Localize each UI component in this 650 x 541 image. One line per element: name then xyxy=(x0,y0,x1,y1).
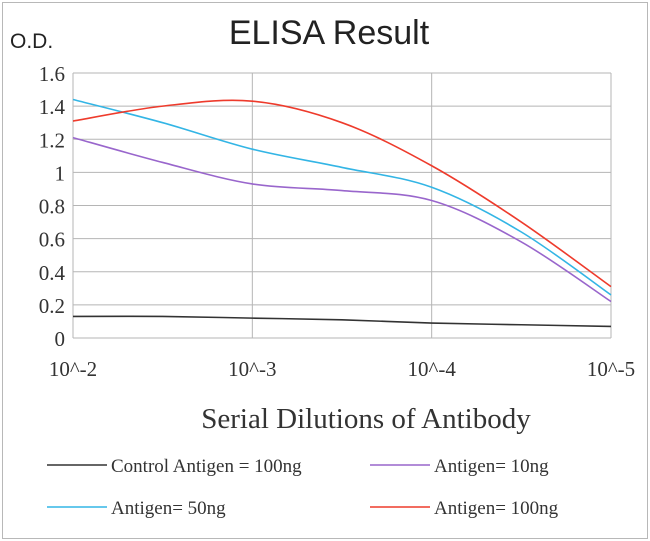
legend: Control Antigen = 100ng Antigen= 10ng Anti… xyxy=(47,456,559,519)
series-line-0 xyxy=(72,315,612,328)
x-axis-label: Serial Dilutions of Antibody xyxy=(201,403,531,435)
x-tick-label: 10^-3 xyxy=(228,357,276,381)
legend-label: Antigen= 50ng xyxy=(111,498,226,519)
y-tick-label: 1.6 xyxy=(39,62,65,86)
series-line-2 xyxy=(72,98,612,296)
chart-title: ELISA Result xyxy=(229,14,430,52)
series-line-3 xyxy=(72,99,612,288)
y-tick-label: 0.8 xyxy=(39,195,65,219)
legend-label: Antigen= 10ng xyxy=(434,456,549,477)
series-line-1 xyxy=(72,136,612,303)
y-tick-label: 0.6 xyxy=(39,228,65,252)
y-tick-label: 0.4 xyxy=(39,261,66,285)
x-tick-labels: 10^-2 10^-3 10^-4 10^-5 xyxy=(49,357,635,381)
series-lines xyxy=(72,98,612,328)
legend-label: Antigen= 100ng xyxy=(434,498,559,519)
y-tick-label: 1.2 xyxy=(39,128,65,152)
y-tick-label: 0.2 xyxy=(39,294,65,318)
y-tick-labels: 0 0.2 0.4 0.6 0.8 1 1.2 1.4 1.6 xyxy=(39,62,66,351)
x-tick-label: 10^-4 xyxy=(407,357,456,381)
x-tick-label: 10^-5 xyxy=(587,357,635,381)
x-tick-label: 10^-2 xyxy=(49,357,97,381)
grid xyxy=(72,72,612,339)
y-axis-label: O.D. xyxy=(10,30,53,53)
legend-label: Control Antigen = 100ng xyxy=(111,456,302,477)
y-tick-label: 0 xyxy=(55,327,66,351)
y-tick-label: 1 xyxy=(55,161,66,185)
y-tick-label: 1.4 xyxy=(39,95,66,119)
